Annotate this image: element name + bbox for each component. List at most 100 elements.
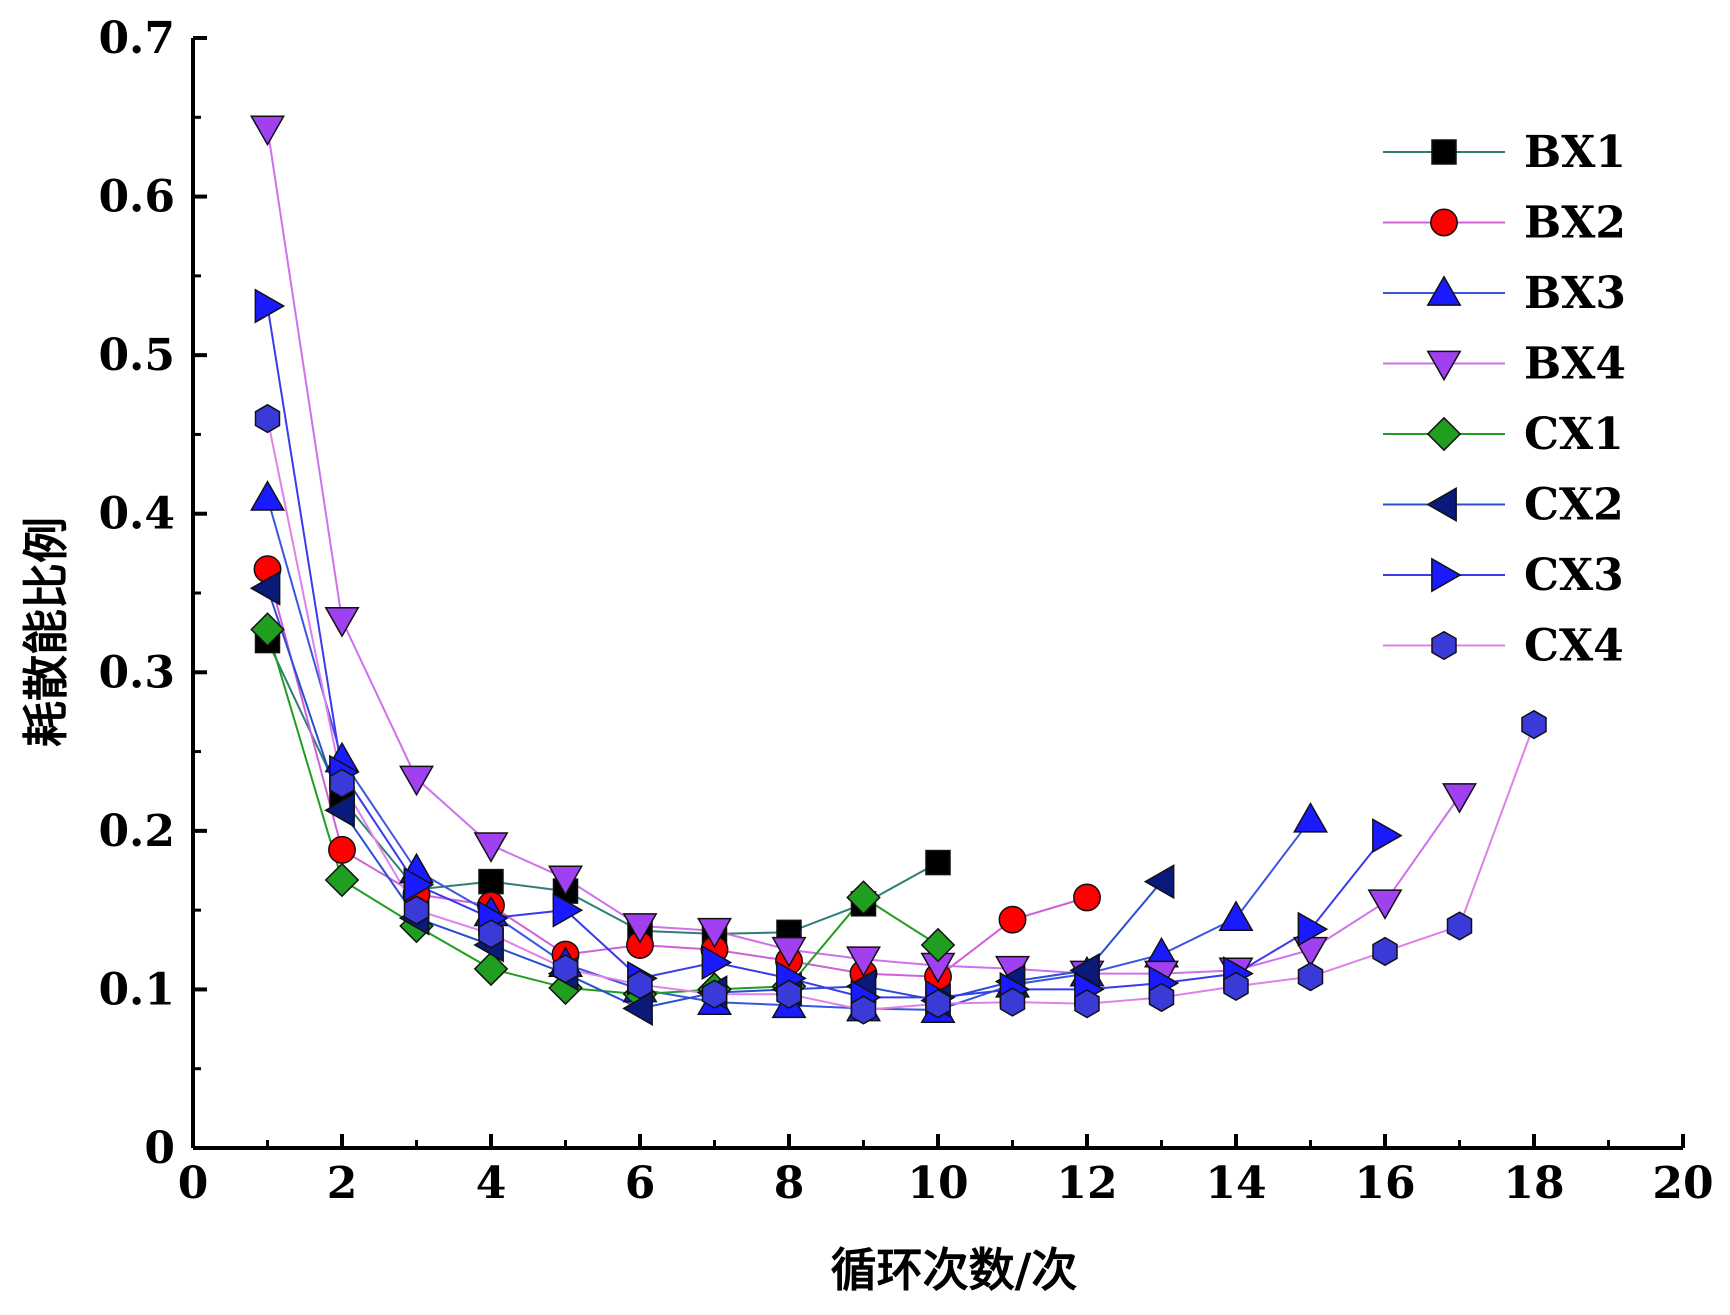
legend-marker	[1426, 487, 1457, 522]
data-point	[1442, 783, 1477, 814]
series-line	[266, 568, 1088, 978]
legend: BX1 BX2 BX3 BX4 CX1 CX2 CX3 CX4	[1383, 127, 1626, 672]
data-point	[473, 951, 509, 987]
legend-marker	[1431, 557, 1462, 593]
legend-label: CX3	[1524, 550, 1624, 601]
legend-label: CX1	[1524, 409, 1624, 460]
legend-label: CX2	[1524, 480, 1624, 531]
data-point	[701, 944, 733, 980]
data-point	[399, 765, 434, 797]
series-bx2	[266, 568, 1088, 978]
legend-label: CX4	[1524, 621, 1624, 672]
data-point	[771, 936, 807, 968]
data-point	[552, 892, 584, 928]
data-point	[403, 867, 435, 903]
data-point	[776, 979, 802, 1009]
legend-marker	[1426, 350, 1462, 382]
legend-marker	[1426, 416, 1462, 452]
data-point	[1446, 911, 1473, 941]
data-point	[478, 868, 504, 895]
x-axis-title: 循环次数/次	[831, 1243, 1078, 1297]
series-bx1	[266, 640, 939, 935]
x-tick-label: 14	[1205, 1158, 1266, 1209]
x-tick-label: 20	[1652, 1158, 1713, 1209]
data-point	[1223, 971, 1249, 1001]
data-point	[925, 849, 951, 876]
y-tick-label: 0.4	[98, 489, 175, 540]
data-point	[403, 895, 430, 925]
data-point	[324, 862, 360, 898]
data-point	[850, 995, 877, 1025]
data-point	[548, 865, 583, 897]
plot-area	[249, 115, 1547, 1026]
x-tick-label: 18	[1503, 1158, 1564, 1209]
series-cx3	[266, 305, 1386, 999]
y-tick-label: 0.3	[98, 647, 175, 698]
x-tick-label: 16	[1354, 1158, 1415, 1209]
data-point	[1521, 709, 1547, 740]
data-point	[920, 927, 956, 963]
legend-item-cx2: CX2	[1383, 480, 1624, 531]
data-point	[1297, 962, 1324, 992]
data-point	[622, 990, 653, 1026]
data-point	[254, 288, 286, 324]
data-point	[998, 905, 1027, 934]
data-point	[1073, 883, 1101, 912]
legend-item-bx4: BX4	[1383, 339, 1626, 390]
data-point	[254, 403, 281, 434]
legend-item-cx4: CX4	[1383, 621, 1624, 672]
data-point	[627, 970, 653, 1000]
x-tick-label: 10	[907, 1158, 968, 1209]
data-point	[328, 835, 356, 864]
data-point	[249, 570, 281, 606]
series-line	[266, 128, 1461, 975]
legend-item-cx1: CX1	[1383, 409, 1624, 460]
data-point	[1372, 818, 1403, 854]
series-line	[266, 640, 939, 935]
legend-marker	[1431, 630, 1457, 661]
y-tick-label: 0.1	[98, 964, 175, 1015]
data-point	[324, 792, 355, 828]
data-point	[250, 612, 285, 647]
legend-item-bx1: BX1	[1383, 127, 1626, 178]
x-tick-label: 8	[774, 1158, 805, 1209]
x-tick-label: 4	[476, 1158, 507, 1209]
data-point	[1372, 936, 1398, 967]
y-tick-label: 0.5	[98, 330, 175, 381]
y-axis-title: 耗散能比例	[19, 517, 73, 747]
x-tick-label: 6	[625, 1158, 656, 1209]
x-tick-label: 0	[178, 1158, 209, 1209]
data-point	[473, 832, 509, 863]
data-point	[999, 987, 1026, 1017]
data-point	[925, 989, 951, 1019]
data-point	[701, 979, 728, 1009]
legend-label: BX1	[1524, 127, 1626, 178]
legend-label: BX4	[1524, 339, 1626, 390]
legend-marker	[1426, 275, 1462, 306]
data-point	[1148, 982, 1175, 1013]
data-point	[1143, 864, 1175, 900]
series-markers-bx2	[253, 555, 1101, 991]
data-point	[1218, 900, 1254, 931]
data-point	[1074, 989, 1100, 1019]
series-line	[266, 305, 1386, 999]
legend-item-cx3: CX3	[1383, 550, 1624, 601]
series-bx4	[266, 128, 1461, 975]
legend-label: BX3	[1524, 268, 1626, 319]
x-tick-label: 2	[327, 1158, 358, 1209]
legend-marker	[1430, 208, 1458, 237]
legend-label: BX2	[1524, 198, 1626, 249]
data-point	[324, 607, 360, 638]
data-point	[552, 954, 579, 984]
data-point	[1367, 889, 1403, 920]
legend-item-bx2: BX2	[1383, 198, 1626, 249]
series-markers-cx4	[254, 403, 1547, 1025]
data-point	[1293, 802, 1328, 833]
data-point	[250, 480, 285, 511]
data-point	[329, 768, 355, 798]
axes: 0 2 4 6 8 10 12 14 16 18 20 0 0.1 0.2 0.3 0.4 0.5 0.6 0.7	[98, 13, 1713, 1209]
legend-item-bx3: BX3	[1383, 268, 1626, 319]
y-tick-label: 0.2	[98, 806, 175, 857]
series-markers-bx4	[250, 115, 1477, 992]
